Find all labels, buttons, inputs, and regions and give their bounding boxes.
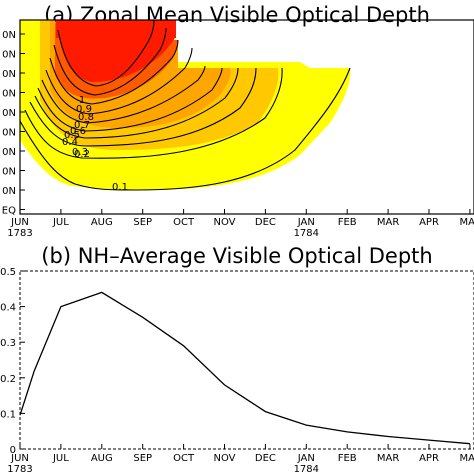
contour-label: 0.9 [76, 104, 92, 115]
x-tick-label: APR [419, 453, 439, 464]
y-tick-label: 0.3 [0, 338, 16, 349]
panel-b-line-chart [20, 291, 470, 445]
x-year-label: 1784 [294, 228, 319, 239]
y-tick-label: 0.5 [0, 267, 16, 278]
contour-label: 0.7 [74, 120, 90, 131]
y-tick-label: 0N [2, 30, 16, 41]
contour-label: 0.6 [70, 126, 86, 137]
y-tick-label: 0.2 [0, 374, 16, 385]
panel-a-heatmap: 10.90.80.70.60.50.40.30.2 0.1 [20, 20, 351, 193]
y-tick-label: 0.1 [0, 409, 16, 420]
x-tick-label: SEP [133, 217, 152, 228]
contour-label: 0.1 [112, 182, 128, 193]
x-tick-label: SEP [133, 453, 152, 464]
x-tick-label: NOV [213, 217, 235, 228]
contour-label: 0.5 [64, 130, 80, 141]
x-tick-label: AUG [91, 217, 113, 228]
x-tick-label: DEC [255, 453, 276, 464]
panel-b-title: (b) NH–Average Visible Optical Depth [41, 244, 432, 268]
contour-line [37, 67, 223, 132]
x-tick-label: JUN [10, 217, 29, 228]
x-tick-label: OCT [173, 453, 195, 464]
x-tick-label: DEC [255, 217, 276, 228]
x-tick-label: JUL [52, 217, 69, 228]
y-tick-label: EQ [2, 206, 16, 217]
y-tick-label: 0N [2, 89, 16, 100]
y-tick-label: 0N [2, 128, 16, 139]
contour-line [57, 20, 155, 87]
x-tick-label: MAR [377, 453, 399, 464]
contour-label: 0.3 [72, 147, 88, 158]
x-tick-label: APR [419, 217, 439, 228]
x-tick-label: MAR [377, 217, 399, 228]
y-tick-label: 0N [2, 167, 16, 178]
x-tick-label: JAN [297, 453, 315, 464]
y-tick-label: 0N [2, 186, 16, 197]
contour-label: 0.2 [74, 149, 90, 160]
x-tick-label: JUN [10, 453, 29, 464]
contour-label: 1 [79, 95, 85, 106]
contour-line [45, 47, 193, 115]
x-tick-label: NOV [213, 453, 235, 464]
panel-b-ticks: JUN JUL AUG SEP OCT NOV DEC JAN FEB MAR APR MAY 1783… [0, 267, 474, 474]
panel-b-frame [19, 270, 474, 450]
x-year-label: 1783 [7, 228, 32, 239]
x-tick-label: JUL [52, 453, 69, 464]
contour-line [49, 39, 179, 105]
y-tick-label: 0 [10, 445, 16, 456]
contour-line [20, 67, 351, 191]
contour-label: 0.4 [62, 137, 78, 148]
contour-label: 0.8 [78, 112, 94, 123]
x-tick-label: MAY [459, 453, 474, 464]
series-line [20, 291, 470, 445]
x-year-label: 1783 [7, 464, 32, 474]
x-tick-label: JAN [297, 217, 315, 228]
panel-a-ticks: JUN JUL AUG SEP OCT NOV DEC JAN FEB MAR APR MAY 1783… [2, 30, 474, 239]
contour-line [29, 67, 257, 147]
x-year-label: 1784 [294, 464, 319, 474]
y-tick-label: 0.4 [0, 303, 16, 314]
shade-high-top [56, 20, 176, 38]
x-tick-label: AUG [91, 453, 113, 464]
y-tick-label: 0N [2, 147, 16, 158]
x-tick-label: MAY [459, 217, 474, 228]
x-tick-label: OCT [173, 217, 195, 228]
x-tick-label: FEB [338, 453, 357, 464]
y-tick-label: 0N [2, 50, 16, 61]
panel-a-frame [19, 19, 474, 215]
contour-line [53, 27, 167, 96]
contour-line [34, 67, 239, 139]
x-tick-label: FEB [338, 217, 357, 228]
y-tick-label: 0N [2, 69, 16, 80]
y-tick-label: 0N [2, 108, 16, 119]
contour-line [24, 67, 283, 159]
contour-line [41, 65, 206, 124]
